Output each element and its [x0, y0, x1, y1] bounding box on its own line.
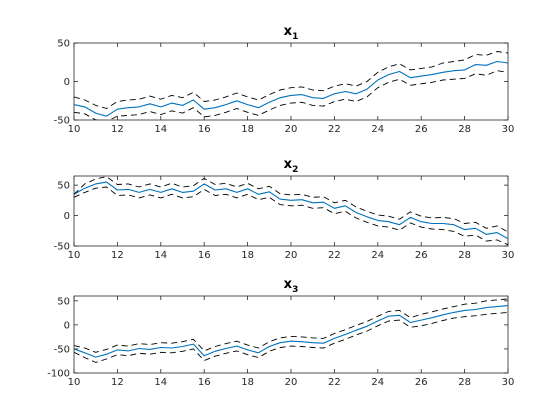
x-tick-label-28-2: 28 — [458, 250, 471, 261]
title-main-3: x — [284, 277, 293, 292]
series-lower-bound-line-1 — [74, 70, 508, 120]
x-tick-label-14-2: 14 — [154, 250, 167, 261]
x-tick-label-20-1: 20 — [285, 124, 298, 135]
x-tick-label-16-2: 16 — [198, 250, 211, 261]
y-tick-label-50-2: 50 — [57, 181, 70, 192]
y-tick-label-0-1: 0 — [64, 77, 70, 88]
axes-box-2 — [73, 175, 509, 247]
x-tick-label-20-2: 20 — [285, 250, 298, 261]
x-tick-label-18-3: 18 — [241, 377, 254, 388]
y-tick-label-50-3: 50 — [57, 296, 70, 307]
x-tick-label-12-3: 12 — [111, 377, 124, 388]
x-tick-label-22-1: 22 — [328, 124, 341, 135]
y-tick-label-0-2: 0 — [64, 211, 70, 222]
y-tick-label-50-1: 50 — [57, 39, 70, 50]
x-tick-label-18-1: 18 — [241, 124, 254, 135]
x-tick-label-28-3: 28 — [458, 377, 471, 388]
subplot-title-1: x1 — [284, 24, 299, 42]
x-tick-label-26-3: 26 — [415, 377, 428, 388]
x-tick-label-22-3: 22 — [328, 377, 341, 388]
title-subscript-1: 1 — [292, 32, 298, 42]
series-upper-bound-line-1 — [74, 51, 508, 109]
axes-box-1 — [73, 42, 509, 121]
title-subscript-2: 2 — [292, 165, 298, 175]
x-tick-label-16-3: 16 — [198, 377, 211, 388]
series-estimate-line-1 — [74, 60, 508, 117]
x-tick-label-24-1: 24 — [371, 124, 384, 135]
series-estimate-line-2 — [74, 181, 508, 240]
axes-box-3 — [73, 295, 509, 374]
series-upper-bound-line-3 — [74, 298, 508, 353]
series-lower-bound-line-2 — [74, 186, 508, 246]
title-main-2: x — [284, 157, 293, 172]
x-tick-label-20-3: 20 — [285, 377, 298, 388]
x-tick-label-12-2: 12 — [111, 250, 124, 261]
x-tick-label-18-2: 18 — [241, 250, 254, 261]
x-tick-label-10-1: 10 — [68, 124, 81, 135]
x-tick-label-22-2: 22 — [328, 250, 341, 261]
series-estimate-line-3 — [74, 305, 508, 358]
x-tick-label-24-3: 24 — [371, 377, 384, 388]
y-tick-label--100-3: -100 — [47, 369, 70, 380]
series-upper-bound-line-2 — [74, 176, 508, 233]
x-tick-label-10-2: 10 — [68, 250, 81, 261]
subplot-title-2: x2 — [284, 157, 299, 175]
x-tick-label-26-1: 26 — [415, 124, 428, 135]
subplot-title-3: x3 — [284, 277, 299, 295]
subplot-3: 10 12 14 16 18 20 22 24 26 28 30 -100 -50 0 50 x3 — [47, 277, 514, 388]
x-tick-label-12-1: 12 — [111, 124, 124, 135]
x-tick-label-30-2: 30 — [502, 250, 515, 261]
y-tick-label--50-3: -50 — [54, 344, 70, 355]
title-subscript-3: 3 — [292, 285, 298, 295]
x-tick-label-24-2: 24 — [371, 250, 384, 261]
x-tick-label-16-1: 16 — [198, 124, 211, 135]
series-lower-bound-line-3 — [74, 311, 508, 363]
x-tick-label-14-3: 14 — [154, 377, 167, 388]
subplot-1: 10 12 14 16 18 20 22 24 26 28 30 -50 0 50 x1 — [54, 24, 515, 135]
x-tick-label-30-1: 30 — [502, 124, 515, 135]
x-tick-label-28-1: 28 — [458, 124, 471, 135]
title-main-1: x — [284, 24, 293, 39]
x-tick-label-30-3: 30 — [502, 377, 515, 388]
x-tick-label-14-1: 14 — [154, 124, 167, 135]
x-tick-label-26-2: 26 — [415, 250, 428, 261]
y-tick-label-0-3: 0 — [64, 320, 70, 331]
subplot-2: 10 12 14 16 18 20 22 24 26 28 30 -50 0 50 x2 — [54, 157, 515, 261]
y-tick-label--50-1: -50 — [54, 116, 70, 127]
y-tick-label--50-2: -50 — [54, 242, 70, 253]
x-tick-label-10-3: 10 — [68, 377, 81, 388]
